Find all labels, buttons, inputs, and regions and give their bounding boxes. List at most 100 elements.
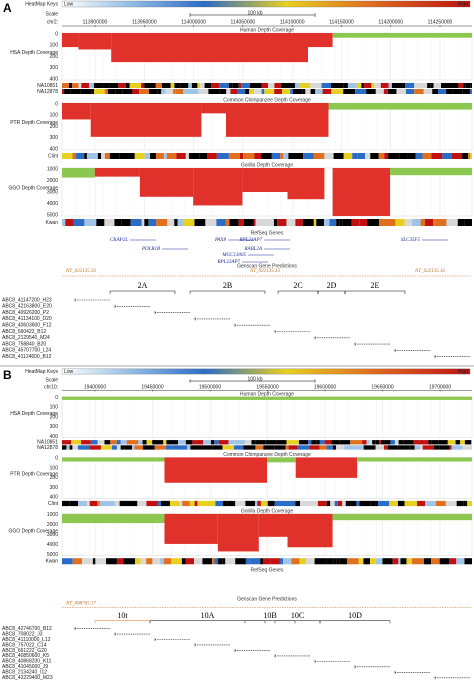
heat-row (322, 89, 332, 94)
heat-row (405, 83, 415, 88)
heat-row (62, 89, 65, 94)
clone-label: ABC8_40603600_F12 (2, 323, 52, 329)
segment-label: 10B (263, 611, 276, 620)
heat-row (148, 89, 156, 94)
heat-row (96, 219, 105, 226)
heat-row (355, 89, 362, 94)
heat-row (452, 89, 463, 94)
axis-tick-label: 100 (50, 465, 59, 471)
position-label: 114150000 (329, 19, 354, 25)
axis-tick-label: 1000 (47, 166, 58, 172)
heat-row (324, 440, 332, 445)
clone-label: ABC8_758840_B20 (2, 341, 46, 347)
heat-row (181, 558, 186, 565)
heat-row (89, 445, 101, 450)
heat-row (449, 445, 452, 450)
heat-row (199, 153, 207, 159)
sample-label: Kwan (45, 559, 58, 565)
heat-row (174, 83, 181, 88)
heat-row (279, 558, 284, 565)
heat-row (82, 558, 93, 565)
heat-row (411, 500, 418, 507)
heat-row (404, 500, 412, 507)
heat-row (422, 153, 432, 159)
heat-row (163, 153, 167, 159)
heat-row (228, 440, 235, 445)
heat-row (274, 500, 286, 507)
heat-row (343, 153, 353, 159)
heat-row (274, 83, 281, 88)
heat-row (162, 83, 171, 88)
heat-row (104, 153, 110, 159)
axis-tick-label: 5000 (47, 212, 58, 218)
heat-row (216, 153, 229, 159)
heat-row (260, 500, 268, 507)
clone-label: ABC8_41147200_H23 (2, 297, 52, 303)
heat-row (144, 153, 151, 159)
heat-row (72, 558, 83, 565)
clone-label: ABC8_660422_B12 (2, 329, 46, 335)
heat-row (241, 83, 251, 88)
heat-row (176, 153, 184, 159)
coverage (139, 168, 194, 197)
heat-row (170, 83, 175, 88)
heat-row (397, 500, 405, 507)
coverage (328, 103, 472, 110)
heat-row (87, 500, 90, 507)
heat-row (179, 500, 183, 507)
heat-row (116, 558, 124, 565)
heat-row (119, 500, 127, 507)
segment-label: 2B (223, 281, 232, 290)
heat-row (172, 445, 185, 450)
panel-letter: B (3, 368, 12, 382)
heat-row (390, 440, 395, 445)
heat-row (359, 500, 371, 507)
heat-row (80, 89, 92, 94)
axis-tick-label: 3000 (47, 189, 58, 195)
heat-row (171, 558, 182, 565)
heat-row (377, 89, 384, 94)
heat-row (218, 558, 223, 565)
heat-row (404, 219, 412, 226)
heat-row (274, 445, 286, 450)
coverage (295, 457, 358, 478)
gene-name: RPL23AP7 (217, 260, 241, 265)
clone-label: ABC8_661222_G20 (2, 648, 47, 654)
heat-row (457, 219, 465, 226)
heat-row (342, 219, 352, 226)
heat-row (442, 153, 452, 159)
heat-row (430, 83, 434, 88)
heat-row (62, 153, 73, 159)
heat-row (154, 445, 166, 450)
heat-row (316, 440, 320, 445)
heat-row (350, 440, 363, 445)
axis-tick-label: 100 (50, 43, 59, 49)
genes-title: RefSeq Genes (251, 568, 284, 574)
heat-row (110, 440, 117, 445)
heat-row (462, 153, 469, 159)
heat-row (70, 89, 81, 94)
heat-row (313, 153, 325, 159)
heat-row (261, 153, 272, 159)
heat-row (165, 445, 173, 450)
heat-row (227, 500, 236, 507)
heat-row (397, 445, 405, 450)
heat-row (104, 89, 108, 94)
heat-row (463, 83, 466, 88)
heat-row (330, 500, 335, 507)
heat-row (120, 440, 127, 445)
heat-row (299, 500, 307, 507)
heat-row (194, 558, 203, 565)
position-label: 19550000 (256, 384, 278, 390)
heat-row (192, 440, 196, 445)
heat-row (338, 83, 344, 88)
heat-row (215, 500, 224, 507)
heat-row (146, 440, 153, 445)
heat-row (438, 440, 448, 445)
track-title: Common Chimpanzee Depth Coverage (223, 97, 311, 103)
heat-row (144, 219, 149, 226)
heat-row (261, 83, 269, 88)
heat-row (238, 83, 242, 88)
heat-row (315, 89, 323, 94)
heat-row (73, 219, 85, 226)
